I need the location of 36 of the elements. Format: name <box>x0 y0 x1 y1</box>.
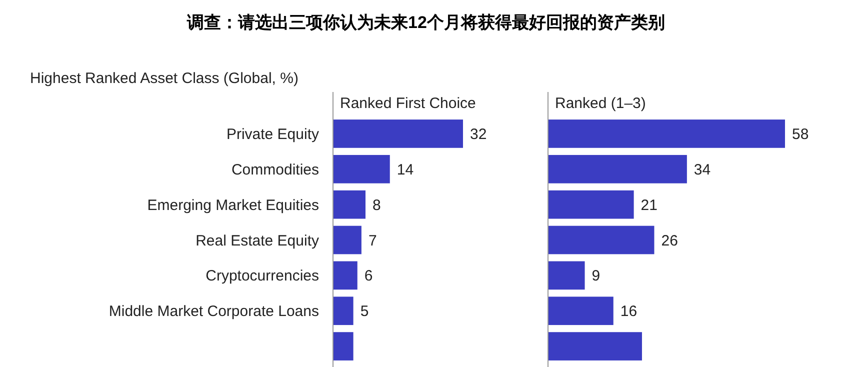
data-label: 9 <box>592 268 600 285</box>
data-label: 26 <box>661 232 678 250</box>
data-label: 7 <box>368 232 377 250</box>
data-label: 21 <box>640 196 658 214</box>
y-tick-label: Real Estate Equity <box>196 232 320 250</box>
bar <box>333 226 362 254</box>
bar <box>333 190 366 219</box>
y-tick-label: Cryptocurrencies <box>206 268 319 285</box>
bar <box>548 332 642 360</box>
bar <box>333 332 354 360</box>
bar <box>333 296 354 326</box>
bar <box>548 190 634 219</box>
data-label: 16 <box>620 303 638 320</box>
annotation: Ranked First Choice <box>340 95 476 112</box>
data-label: 8 <box>372 196 381 214</box>
bar <box>548 226 654 254</box>
data-label: 5 <box>360 303 369 320</box>
data-label: 34 <box>694 161 711 178</box>
data-label: 32 <box>470 126 487 143</box>
bar <box>333 154 390 184</box>
y-tick-label: Emerging Market Equities <box>147 196 319 214</box>
bar <box>548 261 585 290</box>
bar <box>548 154 687 184</box>
annotation: Ranked (1–3) <box>555 95 646 112</box>
bar <box>548 296 614 326</box>
y-tick-label: Private Equity <box>226 126 320 143</box>
y-tick-label: Middle Market Corporate Loans <box>108 303 319 320</box>
chart-title: 调查：请选出三项你认为未来12个月将获得最好回报的资产类别 <box>186 13 665 32</box>
data-label: 58 <box>792 126 809 143</box>
data-label: 14 <box>396 161 414 178</box>
bar <box>548 120 785 148</box>
text: Highest Ranked Asset Class (Global, %) <box>30 70 298 87</box>
bar <box>333 261 358 290</box>
bar <box>333 120 463 148</box>
data-label: 6 <box>364 268 373 285</box>
y-tick-label: Commodities <box>231 161 319 178</box>
